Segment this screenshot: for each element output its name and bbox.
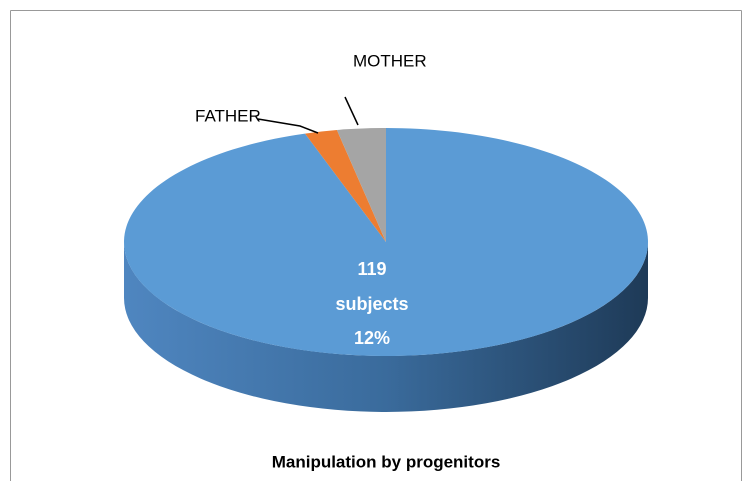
slice-label: FATHER (195, 106, 261, 125)
data-label: subjects (335, 294, 408, 314)
slice (124, 128, 649, 356)
slice-side (124, 242, 648, 412)
leader-line (257, 118, 319, 134)
slice (336, 128, 386, 242)
slice (305, 130, 386, 242)
chart-title: Manipulation by progenitors (272, 452, 501, 471)
leader-line (344, 96, 359, 126)
data-label: 119 (357, 259, 386, 279)
data-label: 12% (354, 328, 390, 348)
slice-label: MOTHER (353, 51, 427, 70)
pie (124, 128, 649, 412)
